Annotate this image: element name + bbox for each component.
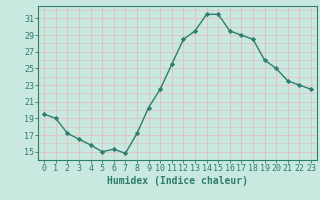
X-axis label: Humidex (Indice chaleur): Humidex (Indice chaleur) (107, 176, 248, 186)
